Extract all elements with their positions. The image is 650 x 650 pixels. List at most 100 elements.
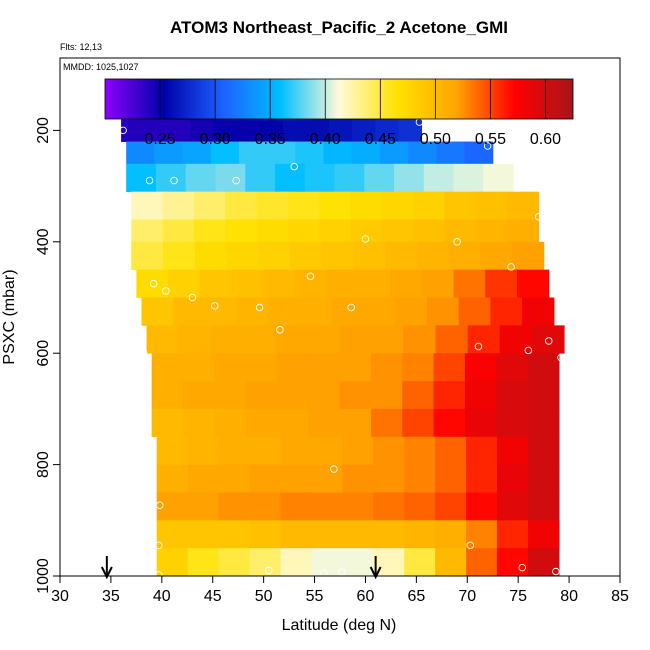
heatmap-cell [435, 520, 467, 549]
heatmap-cell [350, 191, 383, 220]
heatmap-cell [280, 492, 313, 521]
heatmap-cell [351, 141, 381, 165]
heatmap-cell [394, 163, 425, 193]
heatmap-cell [464, 353, 497, 382]
heatmap-cell [131, 219, 164, 243]
heatmap-cell [496, 381, 529, 410]
heatmap-cell [423, 163, 455, 193]
heatmap-cell [245, 163, 276, 193]
heatmap-cell [395, 297, 428, 326]
observation-point [544, 337, 553, 345]
observation-point [524, 346, 533, 355]
heatmap-cell [323, 141, 353, 165]
heatmap-cell [433, 353, 466, 382]
heatmap-cell [339, 325, 372, 354]
heatmap-cell [402, 381, 435, 410]
observation-point [276, 326, 284, 334]
x-tick-label: 40 [153, 588, 171, 605]
heatmap-cell [416, 241, 450, 271]
heatmap-cell [218, 520, 251, 549]
heatmap-cell [421, 269, 455, 298]
heatmap-cell [263, 269, 296, 298]
heatmap-cell [342, 520, 374, 549]
heatmap-cell [485, 269, 518, 298]
x-tick-label: 65 [407, 588, 425, 605]
heatmap-cell [496, 353, 529, 382]
heatmap-cell [249, 548, 282, 577]
heatmap-cell [444, 191, 477, 220]
observation-point [466, 541, 475, 550]
heatmap-cell [527, 436, 560, 466]
heatmap-cell [413, 219, 446, 243]
y-tick-label: 1000 [35, 558, 52, 594]
heatmap-cell [402, 408, 435, 438]
heatmap-cell [381, 219, 414, 243]
observation-point [162, 287, 170, 295]
heatmap-cell [146, 325, 180, 354]
flight-markers [100, 556, 382, 580]
heatmap-cell [311, 464, 343, 493]
heatmap-cells [121, 113, 565, 577]
heatmap-cell [182, 381, 215, 410]
heatmap-cell [499, 325, 533, 354]
heatmap-cell [218, 548, 251, 577]
heatmap-cell [245, 381, 278, 410]
heatmap-cell [370, 381, 403, 410]
heatmap-cell [531, 325, 565, 354]
heatmap-cell [276, 408, 309, 438]
heatmap-cell [311, 436, 343, 466]
observation-point [119, 126, 127, 135]
heatmap-cell [156, 464, 189, 493]
heatmap-cell [238, 141, 268, 165]
colorbar-tick-label: 0.30 [200, 131, 231, 148]
y-tick-label: 800 [35, 451, 52, 478]
heatmap-cell [527, 492, 560, 521]
heatmap-cell [282, 113, 307, 142]
heatmap-cell [218, 464, 251, 493]
x-tick-label: 35 [102, 588, 120, 605]
heatmap-cell [373, 436, 405, 466]
heatmap-cell [190, 113, 215, 142]
colorbar-dividers [159, 79, 546, 119]
observation-point [483, 142, 492, 150]
heatmap-cell [408, 141, 437, 165]
heatmap-cell [167, 113, 192, 142]
heatmap-cell [404, 548, 436, 577]
heatmap-cell [497, 464, 529, 493]
heatmap-cell [379, 141, 409, 165]
observation-point [255, 303, 264, 312]
heatmap-cell [178, 325, 212, 354]
heatmap-cell [522, 297, 555, 326]
heatmap-cell [256, 191, 289, 220]
heatmap-cell [131, 191, 164, 220]
heatmap-cell [435, 464, 467, 493]
heatmap-cell [214, 353, 247, 382]
heatmap-cell [453, 163, 484, 193]
heatmap-cell [342, 548, 374, 577]
heatmap-cell [126, 141, 155, 165]
heatmap-cell [249, 492, 282, 521]
flight-marker-arrow [100, 556, 113, 580]
heatmap-cell [249, 436, 282, 466]
observation-point [149, 279, 158, 288]
heatmap-cell [294, 269, 328, 298]
observation-point [453, 238, 461, 246]
heatmap-cell [155, 163, 187, 193]
heatmap-cell [496, 408, 529, 438]
heatmap-cell [464, 408, 497, 438]
heatmap-cell [373, 492, 405, 521]
colorbar-tick-label: 0.50 [420, 131, 451, 148]
y-tick-label: 400 [35, 228, 52, 255]
heatmap-cell [311, 492, 343, 521]
heatmap-cell [267, 141, 296, 165]
heatmap-cell [141, 297, 174, 326]
heatmap-cell [308, 408, 341, 438]
heatmap-cell [236, 297, 269, 326]
heatmap-cell [173, 297, 206, 326]
colorbar-tick-label: 0.60 [530, 131, 561, 148]
heatmap-cell [458, 297, 491, 326]
heatmap-cell [319, 219, 352, 243]
observation-point [211, 302, 219, 310]
heatmap-cell [287, 219, 320, 243]
